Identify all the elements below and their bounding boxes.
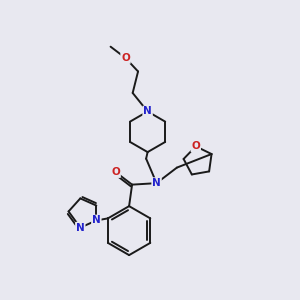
Text: N: N [92,215,101,226]
Text: N: N [152,178,161,188]
Text: O: O [191,141,200,151]
Text: O: O [111,167,120,177]
Text: N: N [76,223,85,232]
Text: N: N [143,106,152,116]
Text: O: O [121,53,130,63]
